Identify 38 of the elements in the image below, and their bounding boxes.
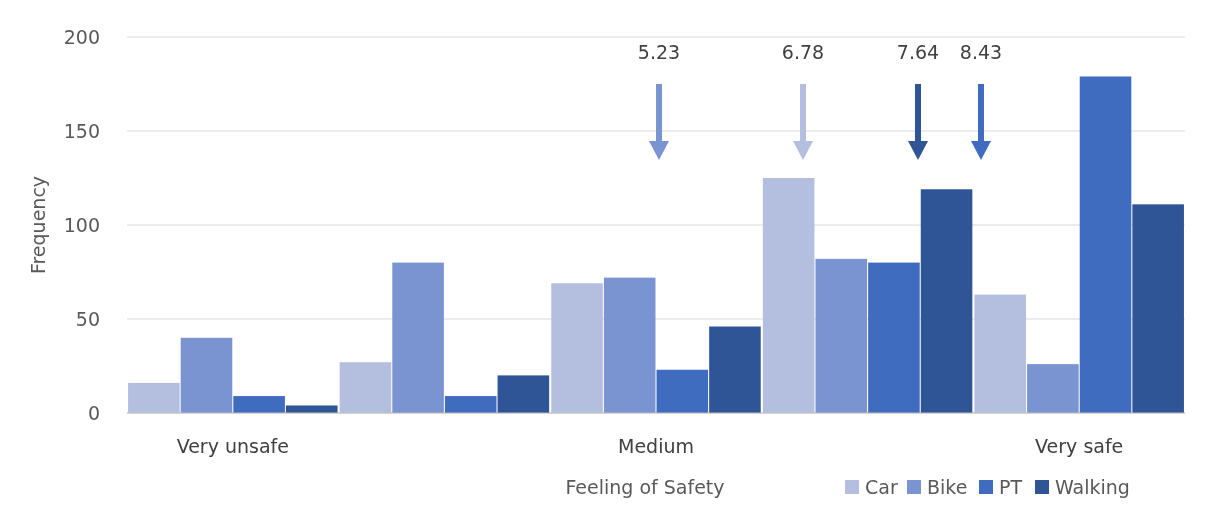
- bar: [392, 262, 444, 413]
- annotation: 6.78: [781, 40, 825, 63]
- bar: [656, 369, 709, 413]
- bar: [339, 362, 392, 413]
- annotation: 8.43: [959, 40, 1003, 63]
- bar: [285, 405, 338, 413]
- bar: [1079, 76, 1132, 413]
- bar: [762, 178, 815, 413]
- y-tick-label: 150: [63, 119, 100, 142]
- bar: [128, 382, 180, 413]
- annotation: 7.64: [896, 40, 940, 63]
- y-tick-label: 50: [75, 307, 100, 330]
- y-tick-label: 100: [63, 213, 100, 236]
- bar: [444, 396, 497, 413]
- bar: [920, 189, 973, 413]
- bar: [1132, 204, 1184, 413]
- bar: [974, 294, 1027, 413]
- bar: [1027, 364, 1079, 413]
- x-tick-label: Very safe: [1035, 434, 1124, 457]
- x-axis-title: Feeling of Safety: [565, 475, 725, 498]
- bar: [868, 262, 920, 413]
- legend-label: Walking: [1055, 475, 1130, 498]
- bar: [603, 277, 656, 413]
- y-tick-label: 0: [87, 401, 100, 424]
- bar: [180, 337, 233, 413]
- legend-label: Car: [865, 475, 898, 498]
- annotation: 5.23: [637, 40, 681, 63]
- bar: [497, 375, 550, 413]
- bar: [815, 258, 868, 413]
- y-tick-label: 200: [63, 25, 100, 48]
- bar: [233, 396, 285, 413]
- bar: [709, 326, 761, 413]
- legend-label: PT: [999, 475, 1023, 498]
- y-axis-title: Frequency: [26, 175, 49, 275]
- x-tick-label: Medium: [618, 434, 694, 457]
- bar: [551, 283, 603, 413]
- legend-label: Bike: [927, 475, 968, 498]
- x-tick-label: Very unsafe: [176, 434, 289, 457]
